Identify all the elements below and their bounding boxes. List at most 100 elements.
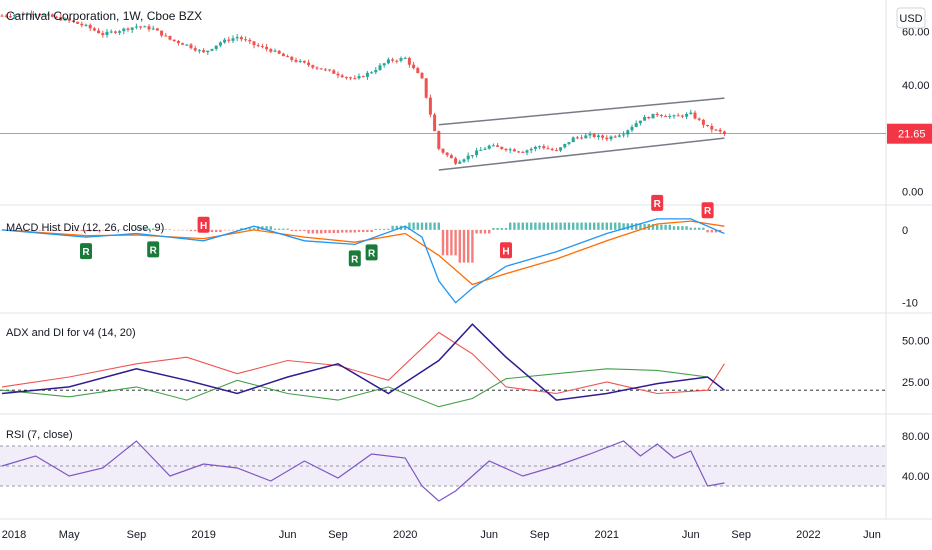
adx-pane-title: ADX and DI for v4 (14, 20)	[6, 327, 136, 339]
time-axis-label: May	[59, 529, 80, 541]
candle-body	[508, 149, 512, 151]
divergence-badge	[651, 194, 664, 211]
currency-button[interactable]: USD	[896, 7, 926, 29]
time-axis-label: 2018	[2, 529, 26, 541]
divergence-badge	[348, 250, 361, 267]
candle-body	[462, 159, 466, 162]
macd-histogram-bar	[441, 229, 445, 256]
macd-histogram-bar	[614, 222, 617, 230]
candle-body	[155, 28, 159, 31]
macd-histogram-bar	[664, 224, 667, 230]
candle-body	[143, 26, 147, 28]
candle-body	[88, 24, 92, 29]
macd-histogram-bar	[273, 228, 277, 230]
divergence-badge	[365, 244, 378, 261]
macd-histogram-bar	[290, 229, 293, 232]
candle-body	[122, 28, 126, 32]
candle-body	[8, 16, 12, 18]
macd-histogram-bar	[26, 229, 29, 231]
macd-histogram-bar	[336, 229, 340, 234]
candle-body	[659, 115, 663, 117]
time-axis-label: Sep	[127, 529, 147, 541]
divergence-label: R	[368, 248, 376, 259]
candle-body	[294, 59, 298, 62]
candle-body	[109, 31, 113, 33]
candle-body	[113, 31, 117, 33]
candle-body	[59, 17, 63, 21]
macd-histogram-bar	[576, 222, 579, 230]
candle-body	[588, 133, 592, 136]
candle-body	[550, 148, 554, 151]
macd-histogram-bar	[177, 229, 180, 231]
candle-body	[424, 78, 428, 98]
candle-body	[290, 56, 294, 60]
candle-body	[571, 137, 575, 143]
rsi-pane[interactable]: 80.00 40.00	[0, 431, 930, 502]
macd-histogram-bar	[55, 229, 58, 231]
macd-histogram-bar	[299, 229, 302, 232]
time-axis-label: Sep	[530, 529, 550, 541]
divergence-label: R	[654, 199, 662, 210]
candle-body	[533, 146, 537, 149]
candle-body	[584, 135, 588, 139]
time-axis[interactable]: 2018 May Sep 2019 Jun Sep 2020 Jun Sep 2021 Jun Sep…	[2, 529, 881, 541]
candle-body	[521, 151, 525, 153]
macd-histogram-bar	[223, 229, 226, 231]
candle-body	[563, 143, 567, 148]
candle-body	[672, 115, 676, 117]
candle-body	[218, 42, 222, 46]
macd-histogram-bar	[93, 229, 96, 232]
price-pane-title: Carnival Corporation, 1W, Cboe BZX	[6, 9, 202, 23]
macd-histogram-bar	[374, 228, 377, 230]
macd-histogram-bar	[181, 229, 184, 231]
candle-body	[428, 97, 432, 115]
time-axis-label: 2021	[595, 529, 619, 541]
candle-body	[307, 62, 311, 66]
candle-body	[449, 155, 453, 159]
macd-histogram-bar	[349, 229, 352, 233]
adx-pane[interactable]: 50.00 25.00	[0, 323, 930, 408]
macd-axis-tick-label: -10	[902, 298, 918, 310]
candle-body	[97, 30, 101, 34]
candle-body	[256, 45, 260, 47]
candle-body	[13, 14, 17, 17]
last-price-tag	[887, 123, 932, 144]
candle-body	[189, 44, 193, 49]
macd-histogram-bar	[622, 223, 625, 230]
candle-body	[370, 72, 374, 74]
macd-histogram-bar	[462, 229, 466, 263]
macd-histogram-bar	[458, 229, 461, 263]
macd-histogram-bar	[437, 222, 440, 230]
candle-body	[685, 113, 689, 117]
macd-histogram-bar	[131, 229, 134, 230]
candle-body	[134, 26, 138, 28]
candle-body	[500, 146, 504, 149]
candle-body	[391, 59, 395, 61]
candle-body	[160, 30, 164, 36]
macd-histogram-bar	[588, 222, 592, 230]
candle-body	[227, 39, 231, 41]
candle-body	[554, 150, 558, 152]
macd-histogram-bar	[152, 228, 155, 230]
candle-body	[680, 115, 684, 117]
macd-histogram-bar	[618, 222, 621, 230]
candle-body	[244, 39, 248, 41]
candle-body	[407, 57, 411, 65]
macd-histogram-bar	[534, 222, 537, 230]
macd-histogram-bar	[189, 229, 193, 232]
candle-body	[210, 48, 214, 51]
macd-histogram-bar	[76, 229, 79, 232]
last-price-label: 21.65	[898, 129, 926, 141]
macd-histogram-bar	[97, 229, 100, 232]
macd-histogram-bar	[345, 229, 348, 233]
macd-histogram-bar	[265, 226, 268, 230]
candle-body	[525, 150, 529, 153]
divergence-label: R	[351, 254, 359, 265]
macd-histogram-bar	[685, 226, 688, 230]
divergence-label: H	[502, 246, 509, 257]
candle-body	[206, 50, 210, 53]
candle-body	[487, 145, 491, 149]
adx-axis-tick-label: 50.00	[902, 336, 930, 348]
